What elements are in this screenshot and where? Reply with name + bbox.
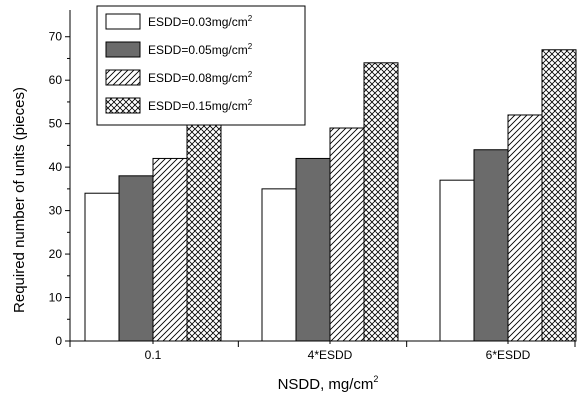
x-tick-label: 6*ESDD [486,348,531,362]
bars-layer [84,49,577,342]
x-tick-label: 4*ESDD [308,348,353,362]
legend-swatch-3 [105,69,141,86]
bar-0-1-series-3 [152,157,188,342]
legend-label-sup: 2 [248,70,253,79]
legend-label-2: ESDD=0.05mg/cm2 [148,42,253,57]
y-tick-label: 40 [49,160,63,174]
y-axis-ticks: 0 10 20 30 40 50 60 70 [49,30,70,348]
legend-label-sup: 2 [248,42,253,51]
axes-layer [69,10,575,342]
legend-swatch-4 [105,97,141,114]
y-tick-label: 0 [55,334,62,348]
x-axis-label-sup: 2 [373,374,378,384]
bar-6-ESDD-series-2 [473,149,509,342]
legend-label-text: ESDD=0.03mg/cm [148,15,248,29]
bar-4-ESDD-series-1 [261,188,297,342]
legend-label-text: ESDD=0.15mg/cm [148,99,248,113]
x-axis-ticks: 0.1 4*ESDD 6*ESDD [69,341,576,362]
y-tick-label: 30 [49,204,63,218]
x-axis-label: NSDD, mg/cm2 [278,374,379,393]
legend-label-3: ESDD=0.08mg/cm2 [148,70,253,85]
bar-6-ESDD-series-1 [439,179,475,342]
legend-label-sup: 2 [248,14,253,23]
bar-0-1-series-2 [118,175,154,342]
legend-label-sup: 2 [248,98,253,107]
legend-label-text: ESDD=0.08mg/cm [148,71,248,85]
bar-0-1-series-4 [186,118,222,342]
x-axis-label-text: NSDD, mg/cm [278,376,374,393]
y-tick-label: 50 [49,117,63,131]
y-tick-label: 10 [49,291,63,305]
bar-4-ESDD-series-2 [295,157,331,342]
legend-swatch-2 [105,41,141,58]
legend-label-4: ESDD=0.15mg/cm2 [148,98,253,113]
bar-0-1-series-1 [84,192,120,342]
y-tick-label: 60 [49,73,63,87]
x-tick-label: 0.1 [145,348,162,362]
legend-label-1: ESDD=0.03mg/cm2 [148,14,253,29]
legend-swatch-1 [105,13,141,30]
bar-6-ESDD-series-4 [541,49,577,342]
legend: ESDD=0.03mg/cm2ESDD=0.05mg/cm2ESDD=0.08m… [96,5,306,126]
bar-4-ESDD-series-4 [363,62,399,342]
y-tick-label: 20 [49,247,63,261]
bar-6-ESDD-series-3 [507,114,543,342]
y-tick-label: 70 [49,30,63,44]
y-axis-label: Required number of units (pieces) [11,87,28,313]
legend-label-text: ESDD=0.05mg/cm [148,43,248,57]
bar-4-ESDD-series-3 [329,127,365,342]
